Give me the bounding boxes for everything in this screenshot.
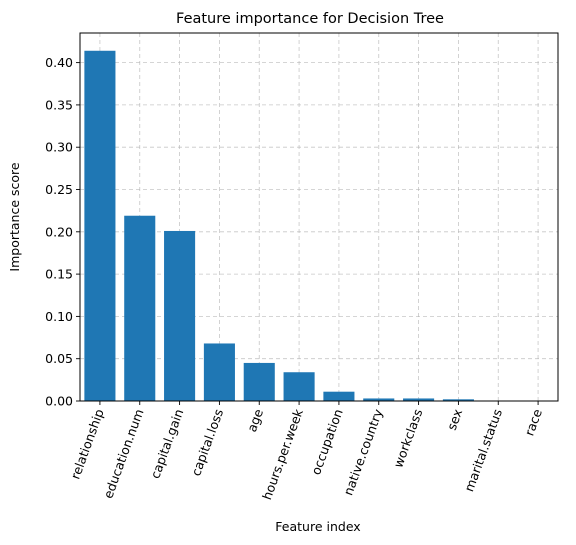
y-tick-label: 0.25 [45,182,73,197]
y-tick-label: 0.15 [45,267,73,282]
plot-frame [79,32,559,402]
bar [442,399,474,401]
y-tick-label: 0.05 [45,351,73,366]
y-tick-label: 0.40 [45,55,73,70]
bar [124,215,156,401]
y-tick-label: 0.10 [45,309,73,324]
y-tick-label: 0.20 [45,224,73,239]
bar [164,230,196,401]
bar [323,391,355,401]
x-tick-label: marital.status [461,407,505,494]
x-tick-label: education.num [100,407,146,500]
y-tick-label: 0.30 [45,140,73,155]
x-tick-label: occupation [308,407,346,477]
bar [403,398,435,401]
x-tick-label: native.country [340,406,385,497]
bar [363,398,395,401]
bar [243,362,275,401]
bar [84,50,116,402]
x-tick-label: age [244,407,266,434]
x-axis-label: Feature index [275,519,360,534]
x-tick-label: workclass [390,407,425,470]
x-tick-label: race [521,407,545,438]
y-tick-label: 0.00 [45,394,73,409]
bar [203,343,235,401]
x-tick-label: hours.per.week [259,406,306,502]
x-tick-label: relationship [68,407,107,481]
y-axis-label: Importance score [7,162,22,272]
bar [283,372,315,401]
y-tick-label: 0.35 [45,97,73,112]
bars [84,50,474,402]
x-tick-label: sex [444,407,465,432]
y-axis: 0.00 0.05 0.10 0.15 0.20 0.25 0.30 0.35 0.40 [45,55,80,409]
x-tick-label: capital.loss [188,407,226,478]
x-tick-label: capital.gain [147,407,186,481]
chart-title: Feature importance for Decision Tree [176,11,444,27]
